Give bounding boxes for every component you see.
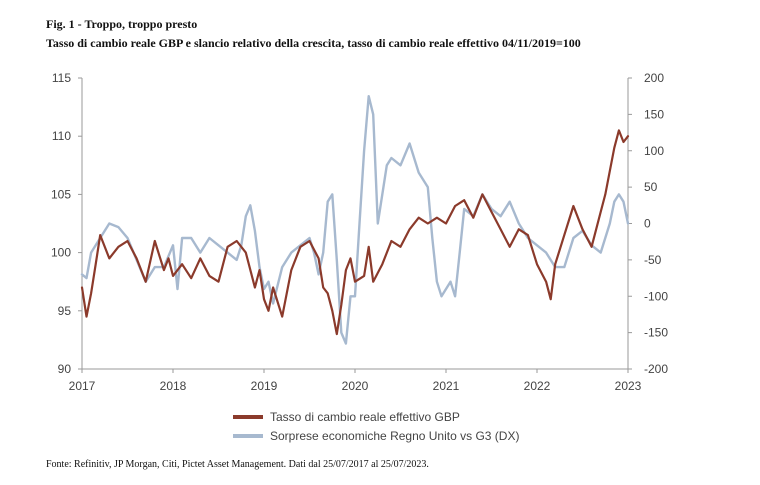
y-left-tick-label: 90 [58, 362, 72, 376]
y-right-tick-label: 200 [644, 71, 664, 85]
series-line-gbp [80, 129, 630, 336]
y-right-tick-label: 50 [644, 180, 658, 194]
source-note: Fonte: Refinitiv, JP Morgan, Citi, Picte… [46, 459, 429, 470]
series-line-surprise [80, 94, 630, 345]
y-left-tick-label: 95 [58, 304, 72, 318]
y-right-tick-label: 150 [644, 107, 664, 121]
y-left-tick-label: 110 [52, 129, 71, 143]
y-right-tick-label: -50 [644, 253, 662, 267]
x-tick-label: 2022 [524, 379, 551, 393]
y-left-tick-label: 115 [52, 71, 71, 85]
y-left-tick-label: 105 [51, 187, 71, 201]
chart-legend: Tasso di cambio reale effettivo GBP Sorp… [233, 410, 519, 443]
y-right-tick-label: -150 [644, 326, 668, 340]
legend-label-gbp: Tasso di cambio reale effettivo GBP [270, 410, 460, 424]
x-tick-label: 2021 [433, 379, 460, 393]
x-tick-label: 2017 [69, 379, 96, 393]
figure-subtitle: Tasso di cambio reale GBP e slancio rela… [46, 36, 581, 50]
x-tick-label: 2023 [615, 379, 642, 393]
y-right-tick-label: 0 [644, 217, 651, 231]
chart-axes: 90 95 100 105 110 115 200 150 100 50 0 -50 -100 -150 -… [51, 71, 668, 393]
x-tick-label: 2020 [342, 379, 369, 393]
chart-series [80, 94, 630, 345]
y-right-tick-label: -100 [644, 289, 668, 303]
x-tick-label: 2019 [251, 379, 278, 393]
y-left-tick-label: 100 [51, 246, 71, 260]
y-right-tick-label: -200 [644, 362, 668, 376]
figure-title: Fig. 1 - Troppo, troppo presto [46, 17, 198, 31]
y-right-tick-label: 100 [644, 144, 664, 158]
x-tick-label: 2018 [160, 379, 187, 393]
legend-label-surprise: Sorprese economiche Regno Unito vs G3 (D… [270, 429, 519, 443]
